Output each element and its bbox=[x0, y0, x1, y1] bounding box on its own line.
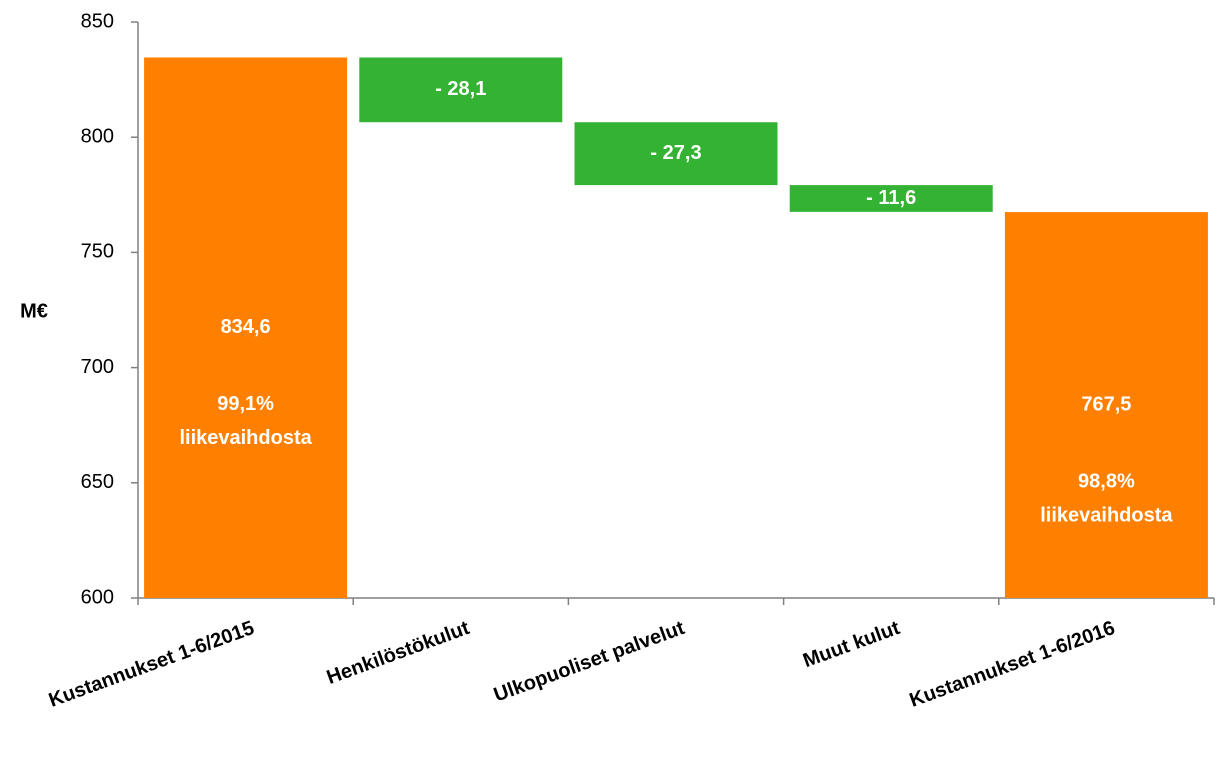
value-label: 767,5 bbox=[1081, 393, 1131, 415]
y-tick-label: 850 bbox=[81, 10, 114, 32]
value-label: - 27,3 bbox=[650, 142, 701, 164]
x-tick-label: Ulkopuoliset palvelut bbox=[491, 617, 688, 707]
bar-note: liikevaihdosta bbox=[1040, 504, 1173, 526]
y-tick-label: 650 bbox=[81, 471, 114, 493]
y-tick-label: 800 bbox=[81, 125, 114, 147]
bar-note: 99,1% bbox=[217, 393, 274, 415]
y-tick-label: 700 bbox=[81, 356, 114, 378]
value-label: - 11,6 bbox=[866, 187, 916, 209]
y-axis-label: M€ bbox=[20, 300, 48, 322]
y-tick-label: 600 bbox=[81, 586, 114, 608]
bar bbox=[574, 122, 778, 186]
x-tick-label: Henkilöstökulut bbox=[324, 617, 473, 689]
x-tick-label: Kustannukset 1-6/2016 bbox=[907, 617, 1118, 712]
bar-note: 98,8% bbox=[1078, 470, 1135, 492]
bar bbox=[1004, 212, 1208, 598]
value-label: 834,6 bbox=[221, 316, 271, 338]
value-label: - 28,1 bbox=[435, 78, 486, 100]
y-tick-label: 750 bbox=[81, 241, 114, 263]
bar-note: liikevaihdosta bbox=[179, 427, 312, 449]
x-tick-label: Muut kulut bbox=[800, 617, 903, 672]
bar bbox=[789, 185, 993, 212]
x-tick-label: Kustannukset 1-6/2015 bbox=[46, 617, 257, 712]
bar bbox=[359, 57, 563, 123]
bar bbox=[144, 57, 348, 598]
